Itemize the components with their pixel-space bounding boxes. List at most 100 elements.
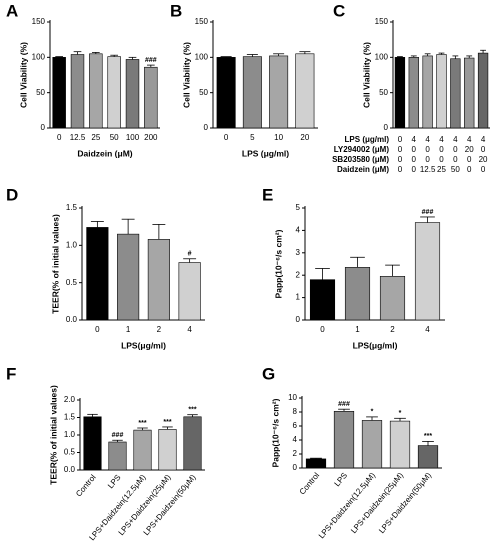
table-cell: 0 <box>412 145 417 154</box>
bar <box>436 54 447 129</box>
y-tick-label: 150 <box>195 17 209 26</box>
bar <box>107 56 121 129</box>
bar <box>295 53 315 129</box>
panel-letter: A <box>6 1 18 20</box>
x-axis-label: LPS (μg/ml) <box>242 148 289 158</box>
y-tick-label: 0.5 <box>64 448 76 457</box>
x-tick-label: 5 <box>250 133 255 142</box>
panel-letter: F <box>6 364 16 383</box>
bar <box>464 57 475 129</box>
table-cell: 0 <box>398 155 403 164</box>
x-tick-label: 12.5 <box>70 133 86 142</box>
bar <box>178 262 201 321</box>
y-tick-label: 0 <box>204 123 209 132</box>
y-tick-label: 2 <box>296 270 301 279</box>
bar <box>333 410 355 469</box>
bar <box>361 420 383 469</box>
bar <box>450 58 461 129</box>
y-axis-label: Papp(10⁻⁶/s cm²) <box>270 398 280 467</box>
y-tick-label: 5 <box>296 203 301 212</box>
bar <box>147 239 170 321</box>
annotation: ### <box>112 432 124 439</box>
panel-letter: G <box>262 364 275 383</box>
annotation: ### <box>338 401 350 408</box>
bar <box>414 222 441 321</box>
y-tick-label: 0.0 <box>66 315 78 324</box>
x-tick-label: 0 <box>95 325 100 334</box>
table-row-label: SB203580 (μM) <box>332 155 389 164</box>
y-axis-label: TEER(% of initial values) <box>50 214 60 314</box>
panel-letter: D <box>6 185 18 204</box>
bar <box>86 227 109 321</box>
table-cell: 25 <box>437 165 446 174</box>
table-cell: 0 <box>453 145 458 154</box>
y-tick-label: 50 <box>36 88 45 97</box>
annotation: ### <box>145 57 157 64</box>
bar <box>389 420 411 469</box>
table-cell: 20 <box>479 155 488 164</box>
table-cell: 0 <box>453 155 458 164</box>
y-axis-label: Cell Viability (%) <box>181 42 191 108</box>
table-cell: 0 <box>425 145 430 154</box>
x-tick-label: 50 <box>110 133 119 142</box>
x-axis-label: LPS(μg/ml) <box>121 340 166 350</box>
panel-letter: B <box>170 1 182 20</box>
table-cell: 4 <box>412 135 417 144</box>
table-cell: 4 <box>425 135 430 144</box>
annotation: *** <box>138 420 146 427</box>
x-tick-label: 2 <box>157 325 162 334</box>
table-cell: 4 <box>467 135 472 144</box>
bar <box>242 56 262 129</box>
table-cell: 0 <box>439 145 444 154</box>
bar <box>305 458 327 469</box>
y-tick-label: 6 <box>293 421 298 430</box>
y-tick-label: 1.0 <box>64 430 76 439</box>
y-tick-label: 0 <box>296 315 301 324</box>
bar <box>158 429 177 471</box>
table-cell: 0 <box>467 155 472 164</box>
x-tick-label: 25 <box>91 133 100 142</box>
y-tick-label: 8 <box>293 407 298 416</box>
y-tick-label: 100 <box>195 52 209 61</box>
x-tick-label: 4 <box>187 325 192 334</box>
table-cell: 4 <box>453 135 458 144</box>
table-row-label: LPS (μg/ml) <box>345 135 390 144</box>
bar <box>52 57 66 129</box>
bar <box>269 55 289 129</box>
bar <box>408 57 419 129</box>
table-cell: 12.5 <box>420 165 436 174</box>
annotation: *** <box>188 407 196 414</box>
y-tick-label: 4 <box>293 435 298 444</box>
table-cell: 4 <box>481 135 486 144</box>
y-tick-label: 1.5 <box>66 203 78 212</box>
bar <box>89 53 103 129</box>
x-tick-label: Control <box>74 473 98 499</box>
y-tick-label: 1 <box>296 293 301 302</box>
bar <box>344 267 371 321</box>
bar <box>83 416 102 471</box>
x-tick-label: 4 <box>425 325 430 334</box>
table-cell: 0 <box>481 165 486 174</box>
y-tick-label: 3 <box>296 248 301 257</box>
bar <box>183 416 202 471</box>
table-cell: 4 <box>439 135 444 144</box>
bar <box>477 52 489 129</box>
table-cell: 0 <box>425 155 430 164</box>
bar <box>144 66 158 129</box>
table-cell: 0 <box>398 135 403 144</box>
y-tick-label: 10 <box>288 393 297 402</box>
y-tick-label: 0 <box>293 463 298 472</box>
annotation: * <box>371 409 374 416</box>
annotation: *** <box>424 433 432 440</box>
y-axis-label: Cell Viability (%) <box>361 42 371 108</box>
table-cell: 50 <box>451 165 460 174</box>
y-tick-label: 100 <box>375 52 389 61</box>
bar <box>70 54 85 129</box>
y-tick-label: 50 <box>379 88 388 97</box>
table-cell: 0 <box>398 165 403 174</box>
annotation: ### <box>422 209 434 216</box>
y-axis-label: Cell Viability (%) <box>18 42 28 108</box>
x-tick-label: 100 <box>126 133 140 142</box>
y-axis-label: TEER(% of initial values) <box>48 385 58 485</box>
